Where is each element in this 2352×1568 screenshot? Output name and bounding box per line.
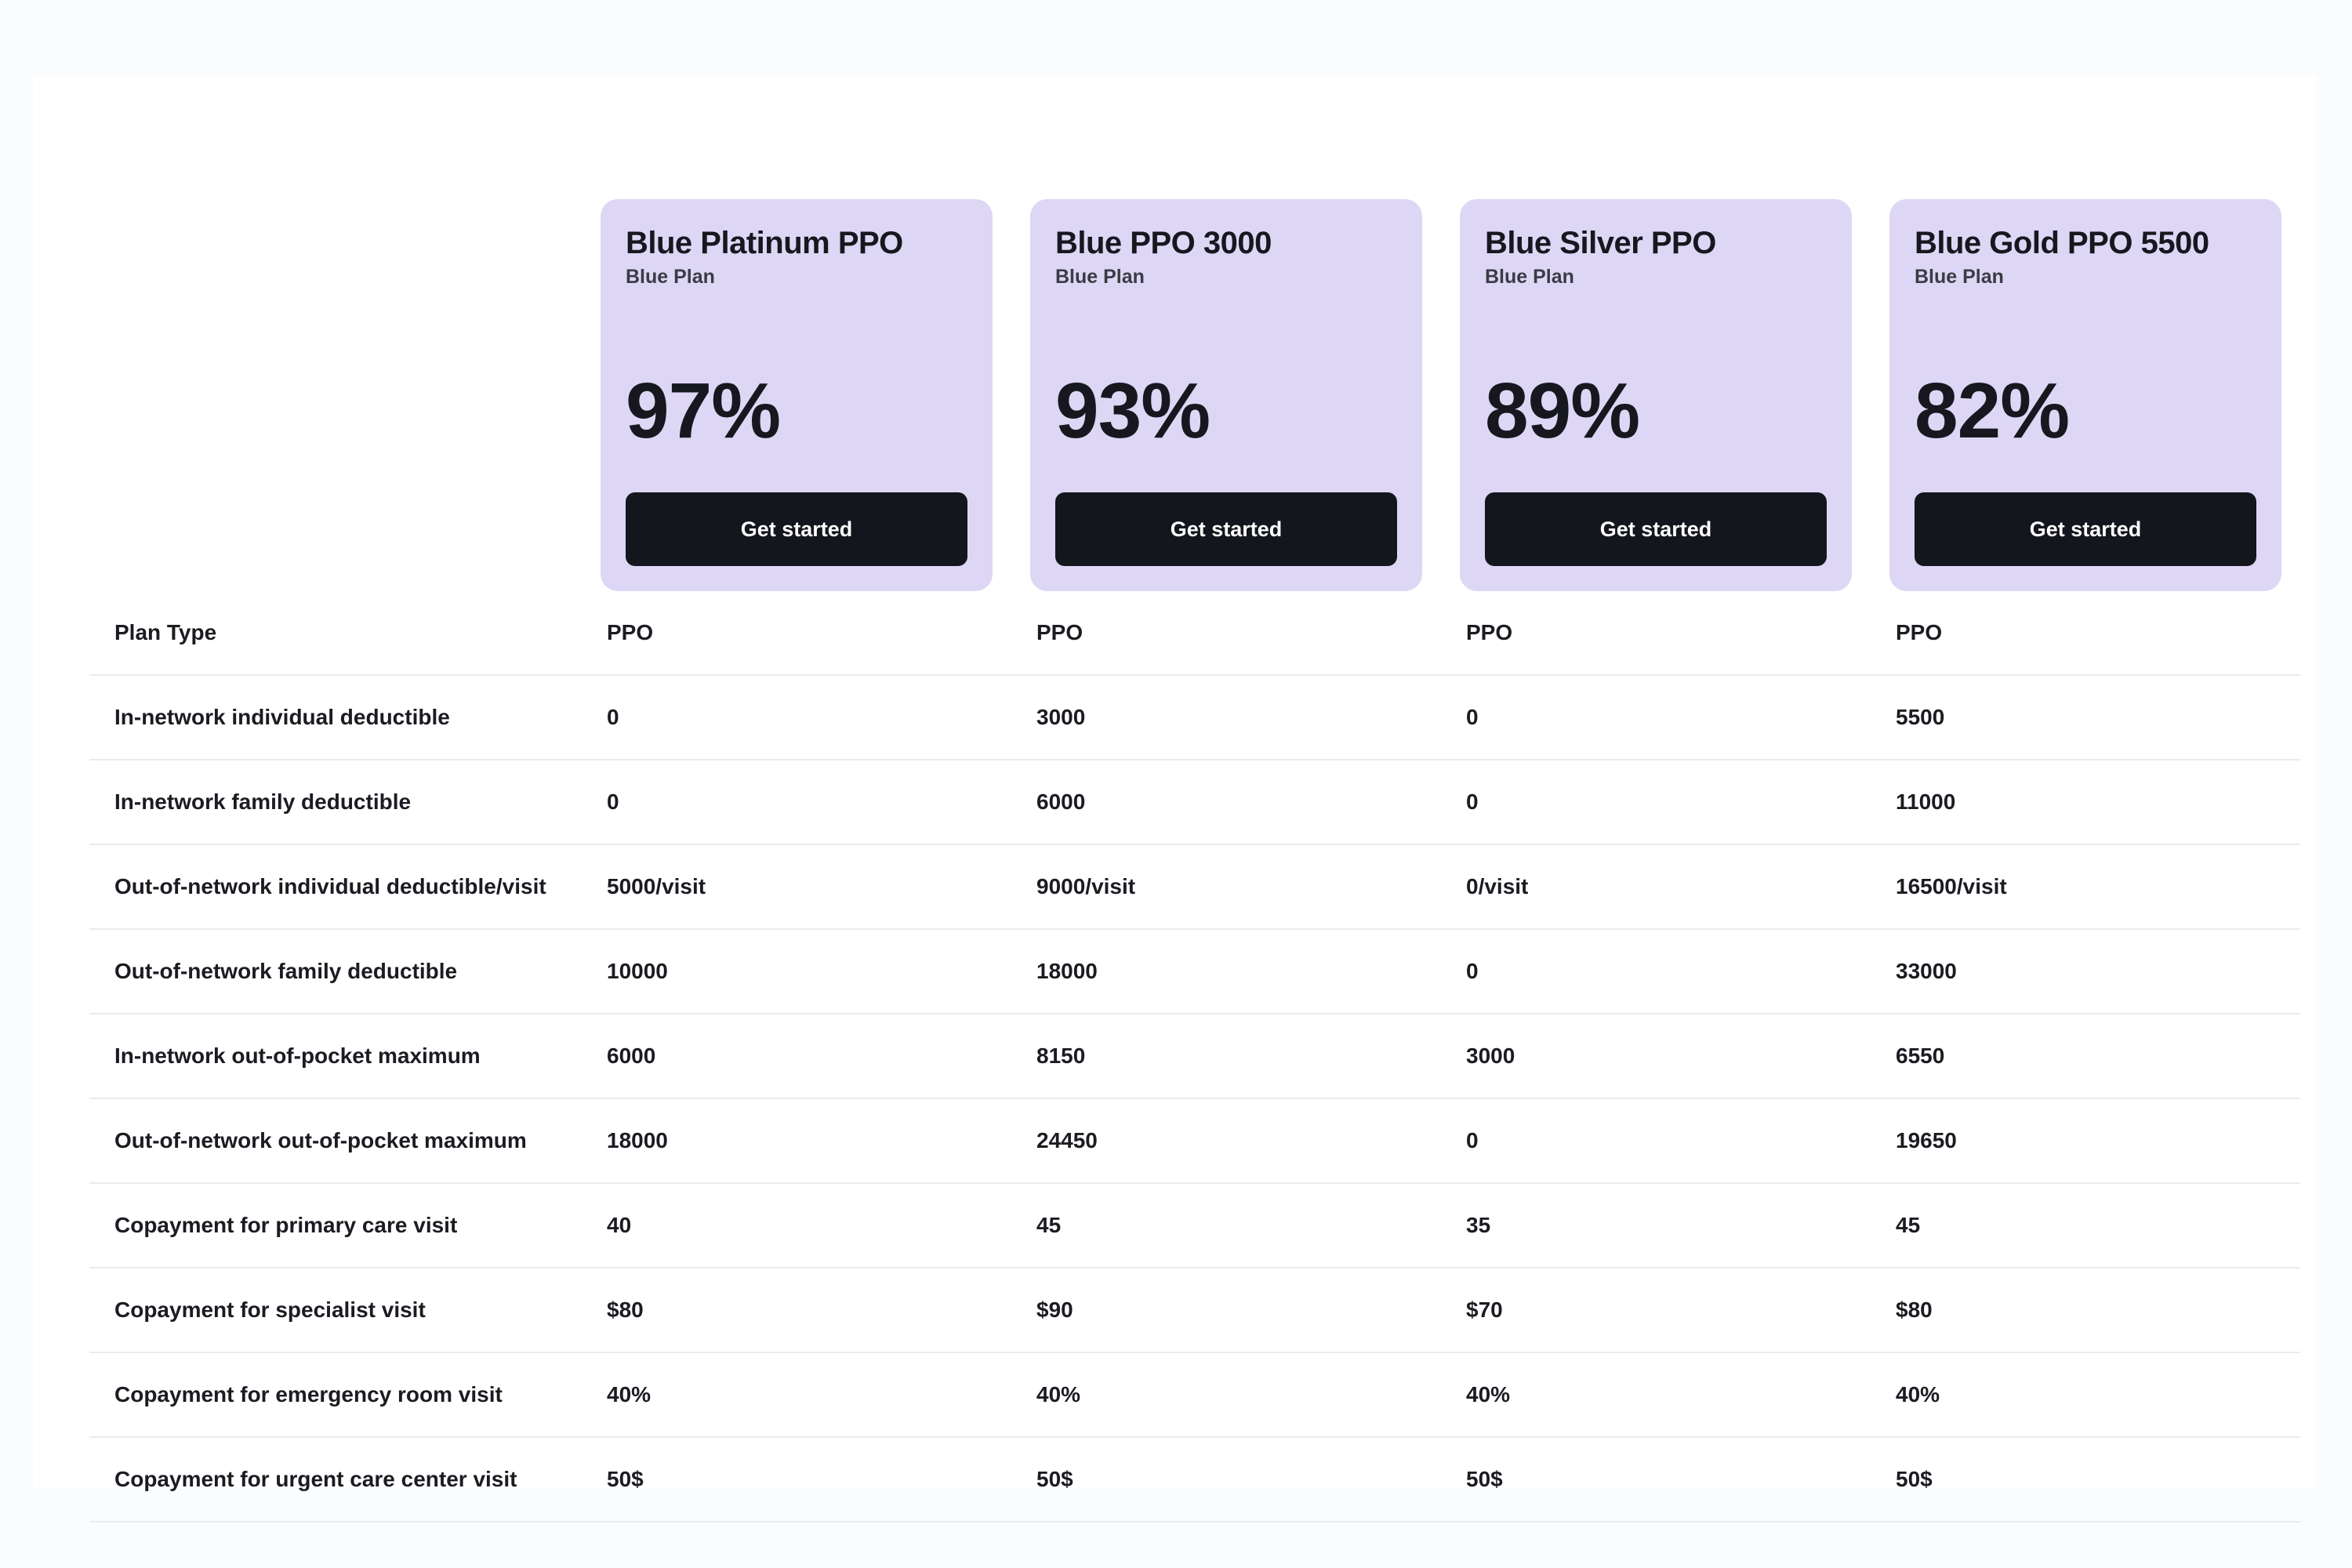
row-label: Copayment for urgent care center visit (114, 1467, 517, 1491)
table-row-in-network-family-deductible: In-network family deductible 0 6000 0 11… (89, 760, 2300, 845)
row-value: $80 (607, 1298, 644, 1322)
row-value: 50$ (1466, 1467, 1503, 1491)
plan-card-blue-silver-ppo: Blue Silver PPO Blue Plan 89% Get starte… (1460, 199, 1852, 591)
row-value: 10000 (607, 959, 668, 983)
row-value: 18000 (607, 1128, 668, 1152)
row-value: 11000 (1896, 789, 1956, 814)
row-value: PPO (1466, 620, 1513, 644)
row-value: 40 (607, 1213, 632, 1237)
table-row-plan-type: Plan Type PPO PPO PPO PPO (89, 591, 2300, 676)
row-value: 45 (1036, 1213, 1062, 1237)
plan-subtitle: Blue Plan (1915, 266, 2004, 288)
row-value: 35 (1466, 1213, 1491, 1237)
table-row-copayment-emergency-room: Copayment for emergency room visit 40% 4… (89, 1353, 2300, 1438)
table-row-copayment-specialist: Copayment for specialist visit $80 $90 $… (89, 1269, 2300, 1353)
row-value: 3000 (1036, 705, 1086, 729)
plan-match-percent: 97% (626, 367, 781, 455)
row-value: 6550 (1896, 1044, 1945, 1068)
row-value: 40% (1896, 1382, 1940, 1406)
row-value: 16500/visit (1896, 874, 2007, 898)
row-value: 8150 (1036, 1044, 1086, 1068)
plan-card-blue-gold-ppo-5500: Blue Gold PPO 5500 Blue Plan 82% Get sta… (1889, 199, 2281, 591)
row-value: 0 (607, 789, 619, 814)
row-label: Out-of-network individual deductible/vis… (114, 874, 546, 898)
plan-name: Blue Silver PPO (1485, 226, 1716, 260)
plan-name: Blue Platinum PPO (626, 226, 903, 260)
plan-cards-row: Blue Platinum PPO Blue Plan 97% Get star… (89, 199, 2300, 591)
plan-card-blue-ppo-3000: Blue PPO 3000 Blue Plan 93% Get started (1030, 199, 1422, 591)
row-value: $70 (1466, 1298, 1503, 1322)
row-value: PPO (1896, 620, 1943, 644)
row-value: 0 (607, 705, 619, 729)
row-value: 50$ (1036, 1467, 1073, 1491)
plan-match-percent: 82% (1915, 367, 2070, 455)
row-value: 40% (607, 1382, 652, 1406)
row-value: 9000/visit (1036, 874, 1136, 898)
get-started-button[interactable]: Get started (626, 492, 967, 566)
label-column-spacer (89, 199, 601, 591)
table-row-out-of-network-out-of-pocket-maximum: Out-of-network out-of-pocket maximum 180… (89, 1099, 2300, 1184)
row-label: In-network individual deductible (114, 705, 450, 729)
row-label: Out-of-network family deductible (114, 959, 458, 983)
row-value: 50$ (1896, 1467, 1933, 1491)
get-started-button[interactable]: Get started (1485, 492, 1827, 566)
row-value: 0 (1466, 959, 1479, 983)
row-label: Copayment for primary care visit (114, 1213, 458, 1237)
row-label: Out-of-network out-of-pocket maximum (114, 1128, 527, 1152)
table-row-copayment-primary-care: Copayment for primary care visit 40 45 3… (89, 1184, 2300, 1269)
comparison-rows: Plan Type PPO PPO PPO PPO In-network ind… (89, 591, 2300, 1523)
plan-subtitle: Blue Plan (1055, 266, 1145, 288)
row-label: Copayment for emergency room visit (114, 1382, 503, 1406)
row-value: $80 (1896, 1298, 1933, 1322)
row-label: In-network family deductible (114, 789, 412, 814)
row-value: 40% (1466, 1382, 1511, 1406)
row-value: 0 (1466, 1128, 1479, 1152)
plan-comparison-panel: Blue Platinum PPO Blue Plan 97% Get star… (33, 75, 2316, 1523)
plan-name: Blue PPO 3000 (1055, 226, 1272, 260)
get-started-button[interactable]: Get started (1055, 492, 1397, 566)
table-row-in-network-out-of-pocket-maximum: In-network out-of-pocket maximum 6000 81… (89, 1014, 2300, 1099)
table-row-in-network-individual-deductible: In-network individual deductible 0 3000 … (89, 676, 2300, 760)
table-row-out-of-network-individual-deductible: Out-of-network individual deductible/vis… (89, 845, 2300, 930)
row-value: 19650 (1896, 1128, 1957, 1152)
row-value: 5500 (1896, 705, 1945, 729)
row-value: 18000 (1036, 959, 1098, 983)
plan-match-percent: 93% (1055, 367, 1210, 455)
row-value: 3000 (1466, 1044, 1515, 1068)
table-row-copayment-urgent-care: Copayment for urgent care center visit 5… (89, 1438, 2300, 1523)
row-value: 0 (1466, 789, 1479, 814)
row-value: $90 (1036, 1298, 1073, 1322)
row-value: 6000 (607, 1044, 656, 1068)
plan-name: Blue Gold PPO 5500 (1915, 226, 2209, 260)
plan-comparison-table: Blue Platinum PPO Blue Plan 97% Get star… (89, 199, 2300, 1523)
row-label: Plan Type (114, 620, 217, 644)
row-value: 45 (1896, 1213, 1921, 1237)
row-label: Copayment for specialist visit (114, 1298, 426, 1322)
row-value: 24450 (1036, 1128, 1098, 1152)
row-value: 40% (1036, 1382, 1081, 1406)
row-value: 50$ (607, 1467, 644, 1491)
row-value: 0 (1466, 705, 1479, 729)
plan-match-percent: 89% (1485, 367, 1640, 455)
row-value: PPO (1036, 620, 1083, 644)
plan-subtitle: Blue Plan (1485, 266, 1574, 288)
row-label: In-network out-of-pocket maximum (114, 1044, 481, 1068)
row-value: 33000 (1896, 959, 1957, 983)
table-row-out-of-network-family-deductible: Out-of-network family deductible 10000 1… (89, 930, 2300, 1014)
row-value: 6000 (1036, 789, 1086, 814)
get-started-button[interactable]: Get started (1915, 492, 2256, 566)
row-value: 0/visit (1466, 874, 1529, 898)
row-value: 5000/visit (607, 874, 706, 898)
plan-subtitle: Blue Plan (626, 266, 715, 288)
row-value: PPO (607, 620, 654, 644)
plan-card-blue-platinum-ppo: Blue Platinum PPO Blue Plan 97% Get star… (601, 199, 993, 591)
